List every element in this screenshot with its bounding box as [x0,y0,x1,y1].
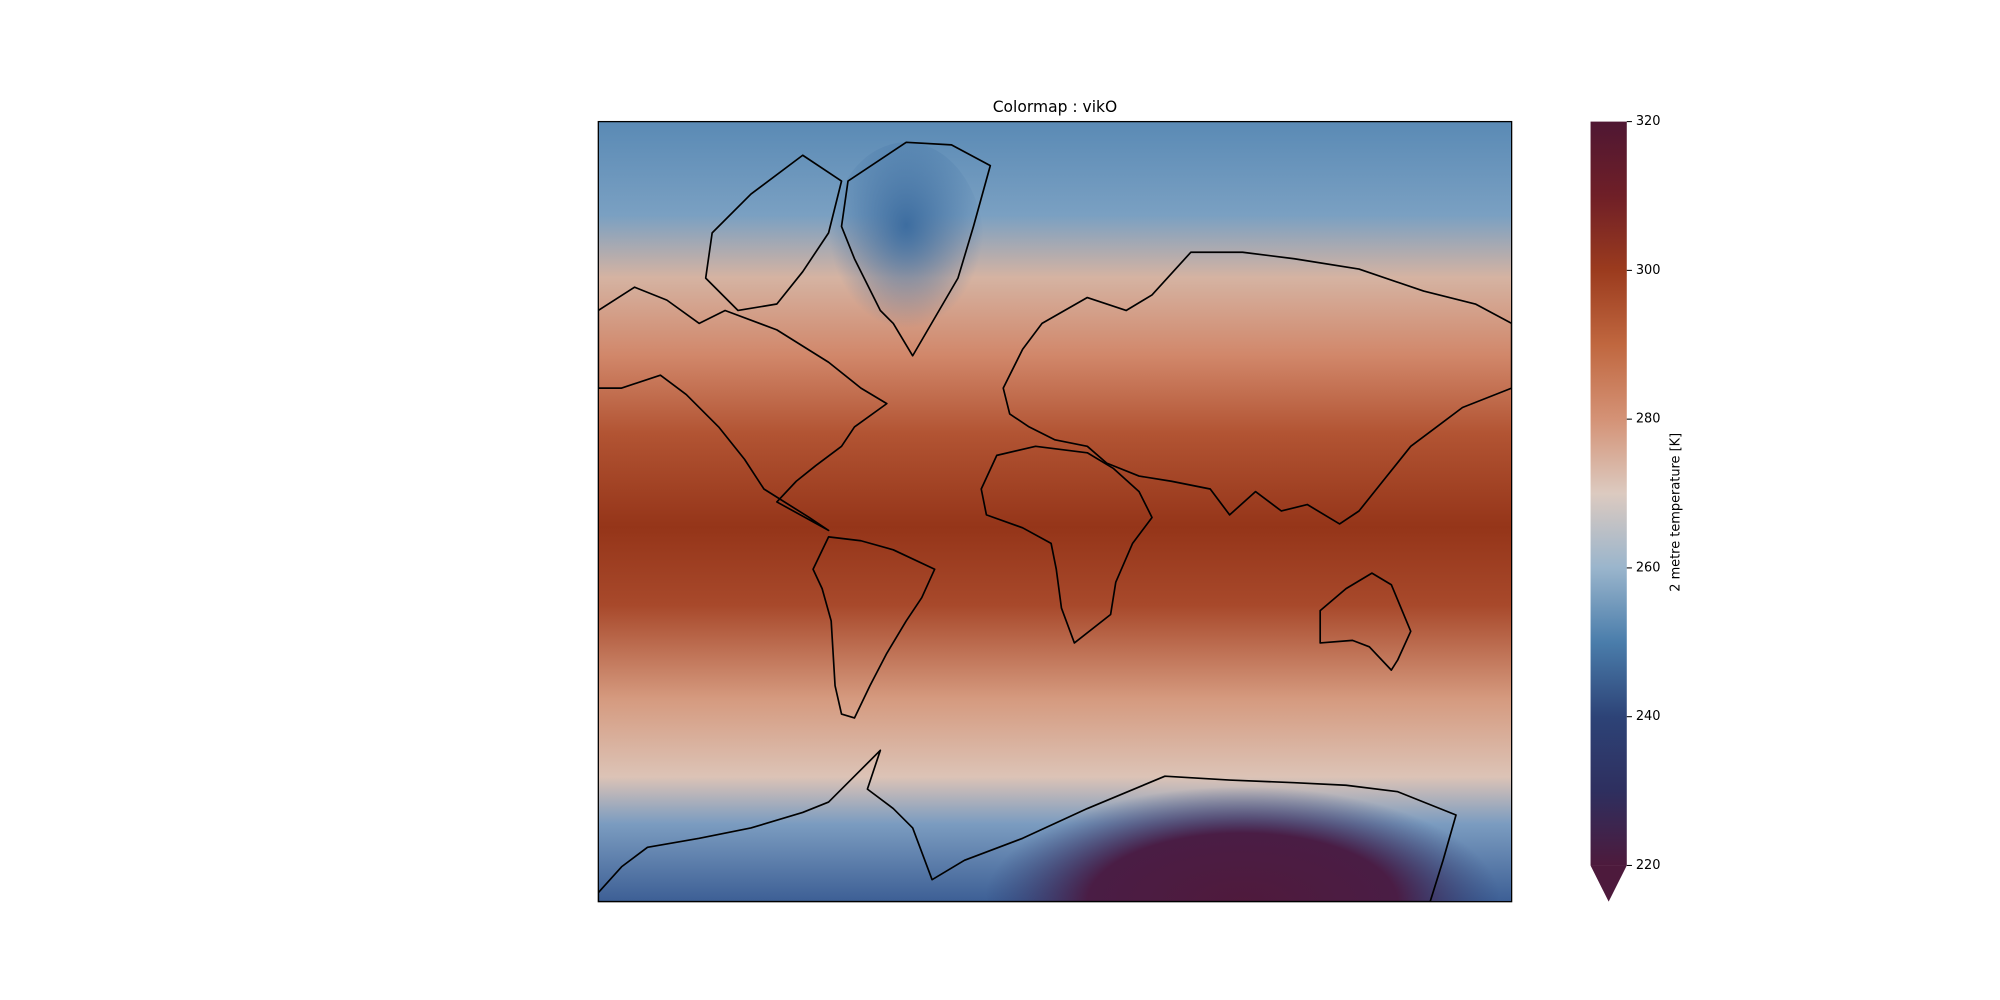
antarctica [598,749,1457,902]
colorbar-tick-label: 220 [1636,858,1661,873]
arctic-islands [704,154,843,312]
map-frame [597,120,1513,903]
antarctica-cold [983,763,1502,902]
south-america [812,536,936,719]
colorbar-tick-label: 240 [1636,709,1661,724]
africa [980,445,1153,644]
greenland-cold [828,142,984,350]
colorbar-label: 2 metre temperature [K] [1668,433,1683,592]
colorbar-extension [1590,865,1627,902]
north-america [598,286,888,532]
colorbar-tick-label: 260 [1636,560,1661,575]
greenland [840,141,992,357]
colorbar-scale [1590,121,1627,866]
colorbar-tick-label: 280 [1636,412,1661,427]
map [598,121,1512,902]
australia [1319,572,1412,671]
colorbar-tick-label: 300 [1636,263,1661,278]
colorbar: 2 metre temperature [K] 220 240 260 280 300 3… [1590,114,1683,902]
eurasia [1002,251,1512,525]
colorbar-tick-label: 320 [1636,114,1661,129]
title: Colormap : vikO [993,98,1117,116]
